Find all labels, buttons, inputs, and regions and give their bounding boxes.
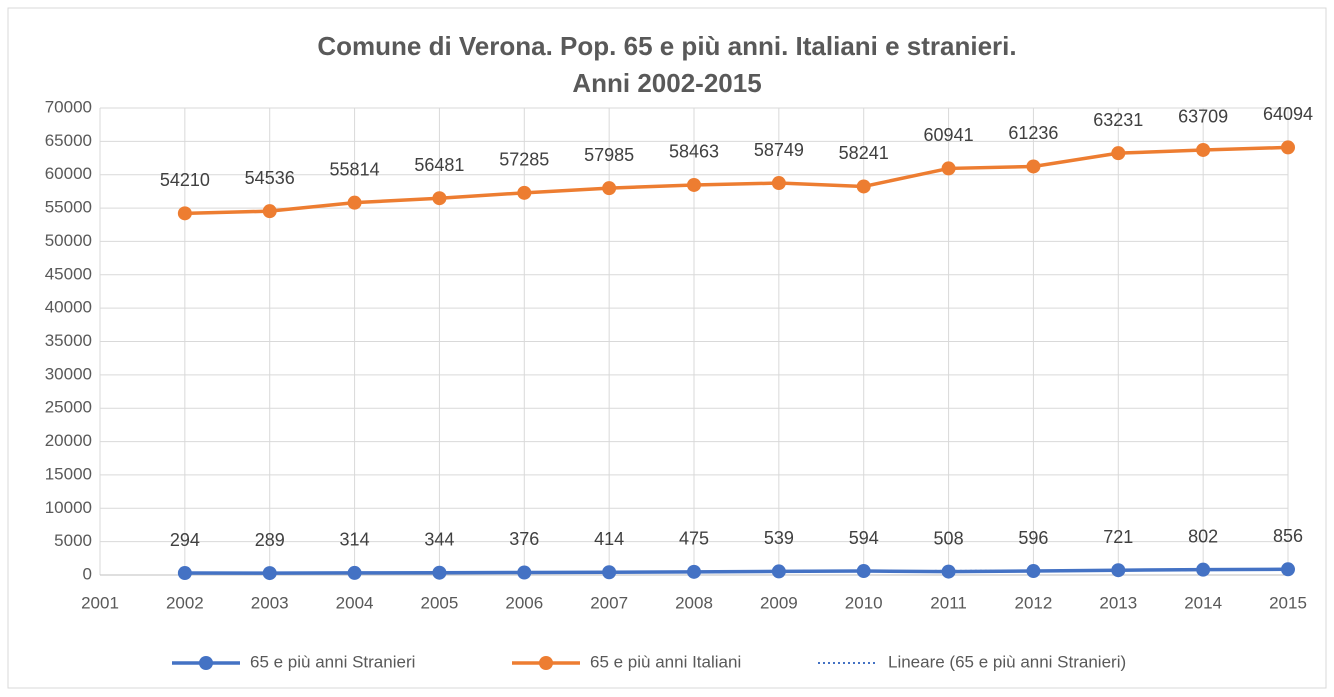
- data-label: 294: [170, 530, 200, 550]
- data-label: 539: [764, 528, 794, 548]
- x-tick-label: 2006: [505, 593, 543, 612]
- data-point: [687, 564, 701, 579]
- x-tick-label: 2011: [930, 593, 967, 612]
- y-tick-label: 65000: [45, 131, 92, 150]
- data-point: [1281, 562, 1295, 577]
- data-label: 289: [255, 530, 285, 550]
- data-point: [1281, 140, 1295, 155]
- data-label: 475: [679, 529, 709, 549]
- x-tick-label: 2014: [1184, 593, 1222, 612]
- data-point: [687, 177, 701, 192]
- x-tick-label: 2008: [675, 593, 713, 612]
- chart-title: Anni 2002-2015: [572, 68, 761, 98]
- data-point: [602, 565, 617, 580]
- legend-label: 65 e più anni Stranieri: [250, 652, 415, 671]
- data-label: 721: [1103, 527, 1133, 547]
- data-point: [347, 565, 362, 580]
- data-point: [602, 181, 617, 196]
- data-label: 57985: [584, 145, 634, 165]
- data-label: 314: [340, 530, 370, 550]
- data-label: 508: [934, 528, 964, 548]
- data-label: 596: [1018, 528, 1048, 548]
- x-tick-label: 2007: [590, 593, 628, 612]
- data-label: 64094: [1263, 104, 1313, 124]
- data-label: 58749: [754, 140, 804, 160]
- data-label: 57285: [499, 150, 549, 170]
- data-label: 54210: [160, 170, 210, 190]
- y-tick-label: 50000: [45, 231, 92, 250]
- x-tick-label: 2001: [81, 593, 119, 612]
- data-point: [1111, 563, 1126, 578]
- y-tick-label: 60000: [45, 164, 92, 183]
- y-tick-label: 20000: [45, 431, 92, 450]
- y-tick-label: 25000: [45, 398, 92, 417]
- y-tick-label: 5000: [54, 531, 92, 550]
- data-label: 344: [424, 529, 454, 549]
- y-tick-label: 40000: [45, 298, 92, 317]
- data-point: [941, 564, 956, 579]
- y-tick-label: 30000: [45, 364, 92, 383]
- data-label: 414: [594, 529, 624, 549]
- x-tick-label: 2015: [1269, 593, 1307, 612]
- data-point: [432, 191, 447, 206]
- data-label: 61236: [1008, 123, 1058, 143]
- y-tick-label: 15000: [45, 464, 92, 483]
- legend-marker: [539, 656, 553, 670]
- data-label: 54536: [245, 168, 295, 188]
- y-tick-label: 10000: [45, 498, 92, 517]
- data-label: 58241: [839, 143, 889, 163]
- legend-label: Lineare (65 e più anni Stranieri): [888, 652, 1126, 671]
- data-label: 376: [509, 529, 539, 549]
- data-point: [262, 566, 277, 581]
- data-label: 594: [849, 528, 879, 548]
- legend-label: 65 e più anni Italiani: [590, 652, 741, 671]
- chart-title: Comune di Verona. Pop. 65 e più anni. It…: [317, 31, 1016, 61]
- y-tick-label: 55000: [45, 198, 92, 217]
- data-point: [1196, 142, 1211, 157]
- series-line: [184, 145, 1289, 216]
- data-label: 56481: [414, 155, 464, 175]
- data-point: [262, 204, 277, 219]
- data-label: 802: [1188, 526, 1218, 546]
- y-tick-label: 45000: [45, 264, 92, 283]
- x-tick-label: 2012: [1015, 593, 1053, 612]
- data-point: [856, 564, 871, 579]
- x-tick-label: 2003: [251, 593, 289, 612]
- data-point: [771, 176, 786, 191]
- x-tick-label: 2002: [166, 593, 204, 612]
- data-point: [177, 206, 192, 221]
- x-tick-label: 2010: [845, 593, 883, 612]
- data-point: [771, 564, 786, 579]
- data-label: 63709: [1178, 107, 1228, 127]
- data-point: [856, 179, 871, 194]
- data-point: [177, 566, 192, 581]
- y-tick-label: 35000: [45, 331, 92, 350]
- data-label: 856: [1273, 526, 1303, 546]
- data-label: 58463: [669, 142, 719, 162]
- x-tick-label: 2013: [1099, 593, 1137, 612]
- data-label: 55814: [330, 159, 380, 179]
- data-label: 63231: [1093, 110, 1143, 130]
- data-point: [347, 195, 362, 210]
- y-tick-label: 70000: [45, 97, 92, 116]
- data-point: [941, 161, 956, 176]
- data-label: 60941: [924, 125, 974, 145]
- series-line: [184, 567, 1289, 575]
- data-point: [432, 565, 447, 580]
- data-point: [1026, 159, 1041, 174]
- x-tick-label: 2005: [421, 593, 459, 612]
- y-tick-label: 0: [83, 564, 92, 583]
- data-point: [1111, 146, 1126, 161]
- data-point: [1196, 562, 1211, 577]
- data-point: [517, 185, 532, 200]
- data-point: [1026, 564, 1041, 579]
- x-tick-label: 2009: [760, 593, 798, 612]
- x-tick-label: 2004: [336, 593, 374, 612]
- legend-marker: [199, 656, 213, 670]
- data-point: [517, 565, 532, 580]
